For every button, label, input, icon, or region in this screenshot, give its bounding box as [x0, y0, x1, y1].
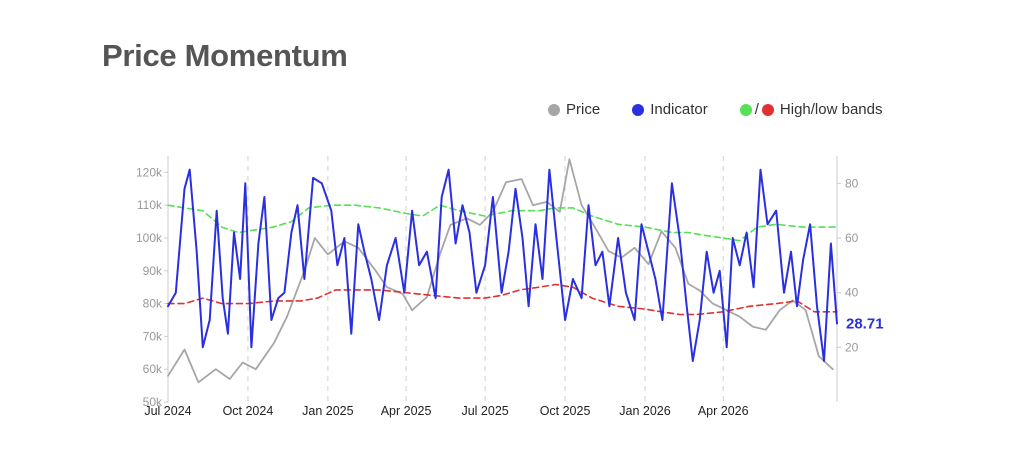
chart-legend: Price Indicator / High/low bands [548, 101, 882, 118]
chart-axes [164, 156, 841, 403]
x-tick-label: Oct 2025 [540, 404, 591, 418]
indicator-series-line [167, 168, 838, 362]
legend-label-bands: High/low bands [779, 101, 883, 118]
low-band-swatch-icon [761, 103, 774, 116]
high-band-swatch-icon [739, 103, 752, 116]
x-tick-label: Apr 2025 [381, 404, 432, 418]
left-y-tick-label: 60k [143, 362, 163, 376]
right-y-tick-label: 80 [845, 176, 859, 190]
price-series-line [167, 158, 834, 384]
left-y-tick-label: 110k [137, 198, 163, 212]
x-tick-label: Jul 2024 [144, 404, 191, 418]
legend-label-price: Price [566, 101, 601, 118]
legend-slash: / [754, 101, 759, 118]
x-tick-label: Oct 2024 [223, 404, 274, 418]
indicator-last-value-label: 28.71 [846, 316, 884, 333]
chart-tick-labels: Jul 2024 Oct 2024 Jan 2025 Apr 2025 Jul 2025… [136, 165, 884, 418]
chart-gridlines [167, 156, 724, 402]
right-y-tick-label: 20 [845, 340, 859, 354]
x-tick-label: Jul 2025 [461, 404, 508, 418]
left-y-tick-label: 100k [136, 231, 163, 245]
right-y-tick-label: 40 [845, 286, 859, 300]
x-tick-label: Jan 2026 [619, 404, 670, 418]
legend-item-bands[interactable]: / High/low bands [739, 101, 883, 118]
left-y-tick-label: 80k [143, 297, 163, 311]
left-y-tick-label: 50k [143, 395, 163, 409]
legend-item-indicator[interactable]: Indicator [632, 101, 708, 118]
left-y-tick-label: 90k [143, 264, 163, 278]
left-y-tick-label: 120k [136, 165, 163, 179]
price-swatch-icon [548, 103, 560, 116]
low-band-series-line [167, 283, 838, 316]
x-tick-label: Jan 2025 [302, 404, 353, 418]
chart-series [167, 158, 838, 384]
legend-item-price[interactable]: Price [548, 101, 600, 118]
legend-label-indicator: Indicator [650, 101, 708, 118]
left-y-tick-label: 70k [143, 329, 163, 343]
right-y-tick-label: 60 [845, 231, 859, 245]
chart-title: Price Momentum [102, 38, 348, 73]
high-band-series-line [167, 204, 838, 242]
x-tick-label: Apr 2026 [698, 404, 749, 418]
indicator-swatch-icon [632, 103, 645, 116]
